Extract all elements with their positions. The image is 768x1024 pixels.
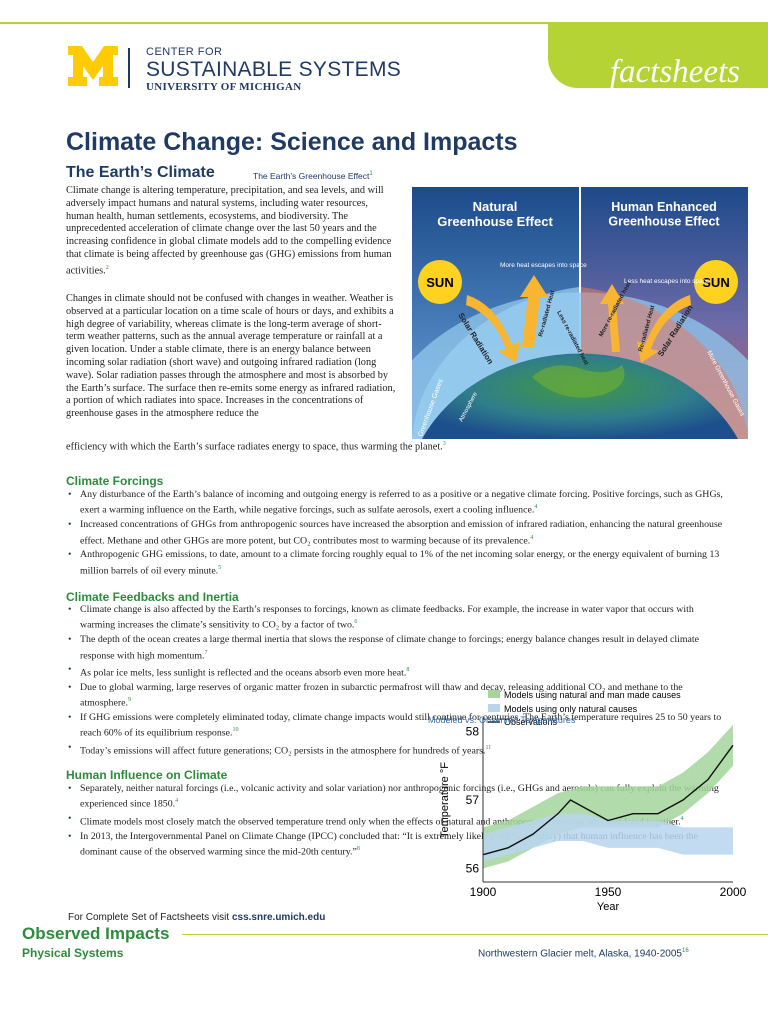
factsheet-link[interactable]: css.snre.umich.edu: [231, 912, 326, 923]
center-for-label: CENTER FOR: [146, 46, 223, 58]
sun-right-icon: [694, 260, 738, 304]
subheading-physical-systems: Physical Systems: [22, 946, 124, 960]
section-heading-feedbacks: Climate Feedbacks and Inertia: [66, 590, 239, 604]
list-item: Anthropogenic GHG emissions, to date, am…: [66, 549, 726, 577]
x-tick-label: 1950: [595, 885, 622, 899]
greenhouse-effect-diagram: Natural Greenhouse Effect Human Enhanced G…: [412, 187, 748, 439]
legend-swatch-natural-man-made: [488, 690, 500, 698]
paragraph-weather-vs-climate: Changes in climate should not be confuse…: [66, 293, 396, 420]
list-item: Increased concentrations of GHGs from an…: [66, 519, 726, 547]
y-tick-label: 57: [466, 793, 480, 807]
logo-divider: [128, 48, 130, 88]
factsheets-banner: factsheets Climate: [548, 24, 768, 107]
list-item: In 2013, the Intergovernmental Panel on …: [66, 831, 726, 859]
legend-swatch-natural-only: [488, 704, 500, 712]
university-logo-m-icon: [68, 46, 118, 86]
list-item: If GHG emissions were completely elimina…: [66, 712, 726, 740]
category-label: Climate: [689, 91, 740, 107]
series-band-natural-only: [483, 813, 733, 862]
list-item: Climate change is also affected by the E…: [66, 604, 726, 632]
paragraph-weather-vs-climate-end: efficiency with which the Earth’s surfac…: [66, 441, 446, 453]
left-escape-label: More heat escapes into space: [500, 262, 587, 269]
list-item: Due to global warming, large reserves of…: [66, 682, 726, 710]
list-item: Climate models most closely match the ob…: [66, 813, 726, 829]
series-line-observations: [482, 744, 734, 856]
y-tick-label: 58: [466, 725, 480, 739]
sun-left-icon: [418, 260, 462, 304]
feedbacks-list: Climate change is also affected by the E…: [66, 604, 726, 760]
chart-title: Modeled vs. Observed Temperatures: [428, 715, 576, 725]
legend-label-natural-only: Models using only natural causes: [504, 704, 638, 714]
x-axis-label: Year: [597, 901, 620, 913]
human-influence-list: Separately, neither natural forcings (i.…: [66, 783, 726, 861]
list-item: The depth of the ocean creates a large t…: [66, 634, 726, 662]
page-title: Climate Change: Science and Impacts: [66, 128, 518, 156]
climate-forcings-list: Any disturbance of the Earth’s balance o…: [66, 489, 726, 579]
natural-title: Natural Greenhouse Effect: [437, 199, 553, 229]
sun-right-label: SUN: [702, 275, 729, 290]
reradiated-arrow-left-icon: [520, 275, 548, 347]
observed-impacts-rule: [182, 934, 768, 935]
header-rule: [0, 22, 768, 24]
glacier-caption: Northwestern Glacier melt, Alaska, 1940-…: [478, 948, 689, 960]
section-heading-observed-impacts: Observed Impacts: [22, 924, 170, 943]
sustainable-systems-label: SUSTAINABLE SYSTEMS: [146, 58, 402, 81]
x-tick-label: 2000: [720, 885, 747, 899]
enhanced-title: Human Enhanced Greenhouse Effect: [608, 200, 720, 228]
legend-label-observations: Observations: [504, 717, 558, 727]
paragraph-intro: Climate change is altering temperature, …: [66, 185, 392, 277]
section-heading-human-influence: Human Influence on Climate: [66, 768, 228, 782]
y-tick-label: 56: [466, 861, 480, 875]
solar-arrow-left-icon: [466, 295, 520, 363]
factsheets-word: factsheets: [609, 54, 740, 90]
list-item: Any disturbance of the Earth’s balance o…: [66, 489, 726, 517]
temperature-chart: 1900 1950 2000 56 57 58 Models using natural …: [428, 690, 747, 913]
right-escape-label: Less heat escapes into space: [624, 278, 710, 285]
section-heading-earths-climate: The Earth’s Climate: [66, 164, 215, 181]
list-item: As polar ice melts, less sunlight is ref…: [66, 664, 726, 680]
figure-caption-greenhouse: The Earth’s Greenhouse Effect1: [253, 171, 373, 181]
section-heading-climate-forcings: Climate Forcings: [66, 474, 164, 488]
list-item: Separately, neither natural forcings (i.…: [66, 783, 726, 811]
legend-label-natural-man-made: Models using natural and man made causes: [504, 690, 681, 700]
factsheet-link-line: For Complete Set of Factsheets visit css…: [68, 912, 326, 923]
x-tick-label: 1900: [470, 885, 497, 899]
list-item: Today’s emissions will affect future gen…: [66, 742, 726, 758]
y-axis-label: Temperature °F: [439, 762, 451, 838]
reradiated-arrow-right-icon: [600, 284, 624, 352]
university-label: UNIVERSITY OF MICHIGAN: [146, 81, 302, 93]
sun-left-label: SUN: [426, 275, 453, 290]
solar-arrow-right-icon: [637, 295, 691, 363]
